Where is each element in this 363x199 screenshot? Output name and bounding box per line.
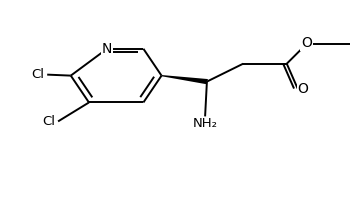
Text: O: O xyxy=(301,36,312,50)
Text: Cl: Cl xyxy=(32,68,45,81)
Polygon shape xyxy=(161,75,208,84)
Text: O: O xyxy=(298,82,309,96)
Text: NH₂: NH₂ xyxy=(193,117,217,130)
Text: Cl: Cl xyxy=(42,115,56,128)
Text: N: N xyxy=(102,42,112,56)
